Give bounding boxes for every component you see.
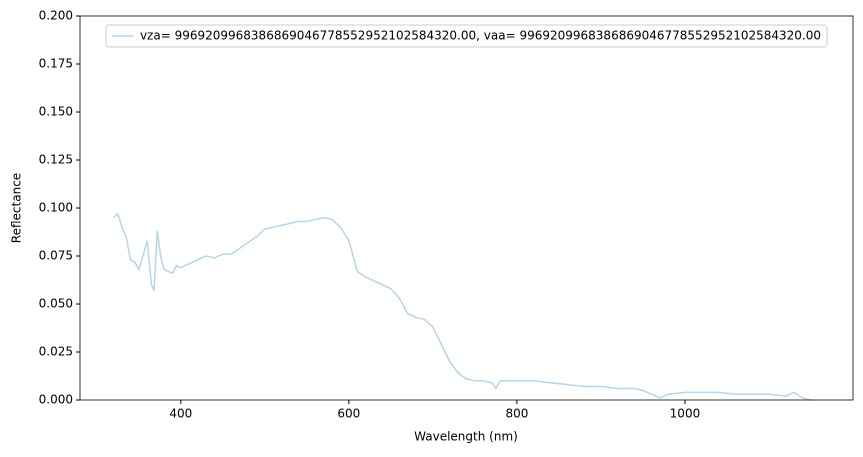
y-tick-label: 0.000 bbox=[39, 393, 73, 407]
y-tick-label: 0.025 bbox=[39, 345, 73, 359]
y-tick-label: 0.050 bbox=[39, 297, 73, 311]
y-tick-label: 0.125 bbox=[39, 153, 73, 167]
legend: vza= 99692099683868690467785529521025843… bbox=[105, 24, 828, 48]
x-tick-label: 400 bbox=[169, 407, 192, 421]
y-tick-label: 0.150 bbox=[39, 105, 73, 119]
x-tick-label: 1000 bbox=[670, 407, 701, 421]
y-tick-label: 0.200 bbox=[39, 9, 73, 23]
x-tick-label: 800 bbox=[505, 407, 528, 421]
legend-box bbox=[105, 24, 828, 48]
axes-frame bbox=[79, 15, 854, 401]
data-line bbox=[113, 212, 812, 401]
y-tick-label: 0.175 bbox=[39, 57, 73, 71]
y-tick-label: 0.075 bbox=[39, 249, 73, 263]
y-tick-label: 0.100 bbox=[39, 201, 73, 215]
legend-label: vza= 99692099683868690467785529521025843… bbox=[140, 29, 821, 43]
y-axis-label: Reflectance bbox=[10, 173, 24, 243]
x-tick-label: 600 bbox=[337, 407, 360, 421]
x-axis-label: Wavelength (nm) bbox=[414, 430, 518, 444]
